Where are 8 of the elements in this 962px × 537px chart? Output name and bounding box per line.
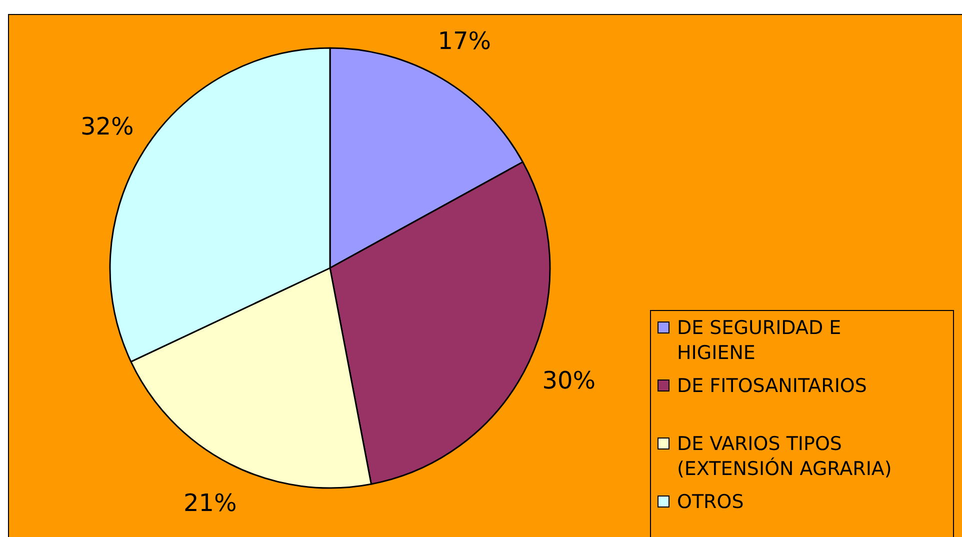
legend-label: DE FITOSANITARIOS: [677, 375, 867, 397]
data-label: 17%: [438, 26, 492, 55]
legend-label: DE SEGURIDAD E HIGIENE: [677, 317, 842, 364]
data-label: 30%: [542, 366, 596, 394]
legend-label: DE VARIOS TIPOS (EXTENSIÓN AGRARIA): [677, 433, 892, 480]
data-label: 21%: [183, 489, 237, 518]
data-label: 32%: [80, 112, 134, 141]
legend-label: OTROS: [677, 491, 744, 513]
